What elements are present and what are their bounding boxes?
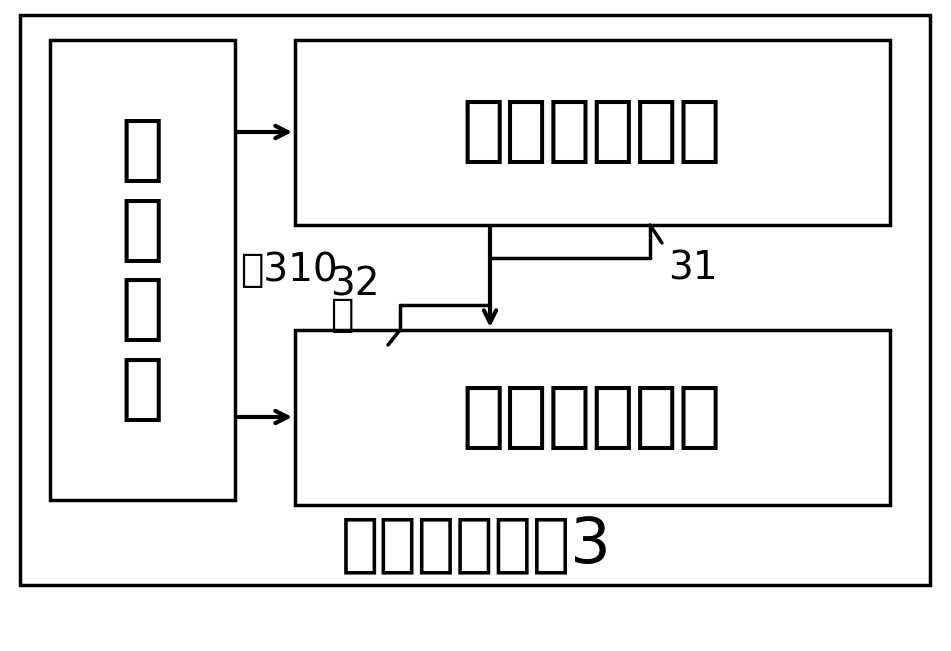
Text: ～310: ～310 xyxy=(240,251,338,289)
Text: 噪声监测端～3: 噪声监测端～3 xyxy=(340,514,611,576)
Text: 定位通讯组件: 定位通讯组件 xyxy=(462,383,722,452)
Bar xyxy=(50,40,235,500)
Text: 31: 31 xyxy=(668,249,718,287)
Text: 电
源
模
块: 电 源 模 块 xyxy=(121,116,164,424)
Text: 数据处理组件: 数据处理组件 xyxy=(462,98,722,167)
Bar xyxy=(295,40,890,225)
Bar xyxy=(295,330,890,505)
Text: 32: 32 xyxy=(330,266,379,304)
Bar xyxy=(20,15,930,585)
Text: ～: ～ xyxy=(330,296,354,334)
